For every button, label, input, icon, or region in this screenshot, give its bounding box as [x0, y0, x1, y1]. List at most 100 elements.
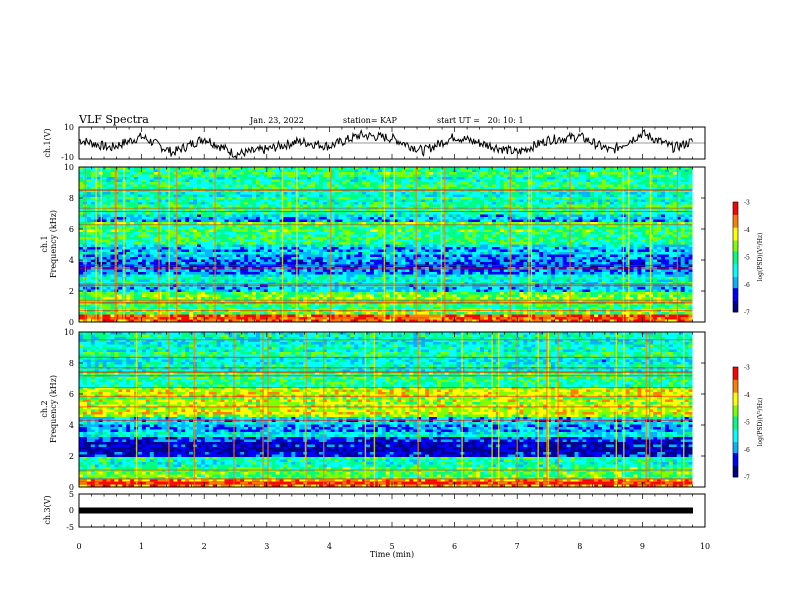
spectrogram-cell [574, 169, 579, 173]
spectrogram-cell [232, 244, 237, 248]
spectrogram-cell [291, 199, 296, 203]
spectrogram-cell [196, 179, 202, 183]
spectrogram-cell [452, 194, 457, 198]
spectrogram-cell [531, 242, 536, 245]
spectrogram-cell [204, 219, 210, 223]
spectrogram-cell [413, 239, 418, 243]
spectrogram-cell [240, 242, 245, 245]
spectrogram-cell [436, 194, 442, 198]
spectrogram-cell [566, 202, 571, 205]
spectrogram-cell [582, 209, 587, 213]
spectrogram-cell [664, 229, 670, 233]
spectrogram-cell [440, 169, 446, 173]
spectrogram-cell [161, 239, 166, 243]
spectrogram-cell [287, 177, 292, 180]
spectrogram-cell [322, 237, 328, 240]
spectrogram-cell [625, 212, 630, 215]
spectrogram-cell [126, 222, 131, 225]
spectrogram-cell [661, 184, 666, 188]
spectrogram-cell [535, 227, 540, 230]
spectrogram-cell [574, 199, 579, 203]
spectrogram-cell [397, 204, 402, 208]
spectrogram-cell [535, 169, 540, 173]
spectrogram-cell [271, 174, 277, 178]
spectrogram-cell [161, 167, 166, 170]
spectrogram-cell [397, 219, 402, 223]
spectrogram-cell [145, 209, 151, 213]
spectrogram-cell [204, 227, 210, 230]
spectrogram-cell [405, 167, 410, 170]
spectrogram-cell [586, 222, 591, 225]
spectrogram-cell [291, 172, 296, 175]
spectrogram-cell [248, 192, 253, 195]
spectrogram-cell [126, 194, 131, 198]
spectrogram-cell [267, 227, 273, 230]
spectrogram-cell [602, 234, 607, 238]
spectrogram-cell [334, 179, 339, 183]
spectrogram-cell [86, 199, 92, 203]
spectrogram-cell [102, 224, 107, 228]
spectrogram-cell [263, 194, 269, 198]
spectrogram-cell [684, 184, 689, 188]
spectrogram-cell [161, 192, 166, 195]
spectrogram-cell [299, 189, 304, 193]
spectrogram-cell [126, 169, 131, 173]
spectrogram-cell [672, 169, 678, 173]
spectrogram-cell [680, 239, 686, 243]
spectrogram-cell [145, 239, 151, 243]
spectrogram-cell [511, 199, 516, 203]
spectrogram-cell [228, 199, 233, 203]
spectrogram-cell [161, 169, 166, 173]
spectrogram-cell [299, 187, 304, 190]
spectrogram-cell [141, 229, 147, 233]
spectrogram-cell [574, 222, 579, 225]
spectrogram-cell [625, 244, 630, 248]
spectrogram-cell [661, 222, 666, 225]
spectrogram-cell [543, 202, 548, 205]
spectrogram-cell [570, 217, 575, 220]
spectrogram-cell [110, 224, 115, 228]
spectrogram-cell [185, 224, 190, 228]
spectrogram-cell [126, 229, 131, 233]
spectrogram-cell [468, 202, 473, 205]
spectrogram-cell [664, 222, 670, 225]
spectrogram-cell [543, 214, 548, 218]
spectrogram-cell [385, 224, 391, 228]
spectrogram-cell [342, 217, 347, 220]
spectrogram-cell [405, 222, 410, 225]
spectrogram-cell [661, 182, 666, 185]
spectrogram-cell [401, 212, 406, 215]
spectrogram-cell [460, 174, 465, 178]
spectrogram-cell [311, 177, 316, 180]
spectrogram-cell [586, 242, 591, 245]
spectrogram-cell [657, 209, 662, 213]
spectrogram-cell [275, 239, 280, 243]
spectrogram-cell [495, 209, 501, 213]
spectrogram-cell [358, 214, 363, 218]
spectrogram-cell [409, 222, 414, 225]
spectrogram-cell [499, 172, 505, 175]
spectrogram-cell [539, 184, 544, 188]
spectrogram-cell [495, 172, 501, 175]
spectrogram-cell [314, 184, 320, 188]
spectrogram-cell [287, 182, 292, 185]
spectrogram-cell [220, 217, 225, 220]
spectrogram-cell [307, 212, 312, 215]
spectrogram-cell [244, 232, 249, 235]
spectrogram-cell [248, 187, 253, 190]
spectrogram-cell [196, 184, 202, 188]
spectrogram-cell [370, 242, 375, 245]
spectrogram-cell [456, 209, 461, 213]
spectrogram-cell [417, 224, 422, 228]
spectrogram-cell [346, 174, 351, 178]
spectrogram-cell [456, 204, 461, 208]
spectrogram-cell [370, 237, 375, 240]
spectrogram-cell [153, 194, 159, 198]
spectrogram-cell [519, 187, 524, 190]
spectrogram-cell [354, 242, 359, 245]
spectrogram-cell [303, 179, 308, 183]
spectrogram-cell [602, 224, 607, 228]
spectrogram-cell [311, 174, 316, 178]
spectrogram-cell [444, 224, 450, 228]
spectrogram-cell [224, 239, 229, 243]
